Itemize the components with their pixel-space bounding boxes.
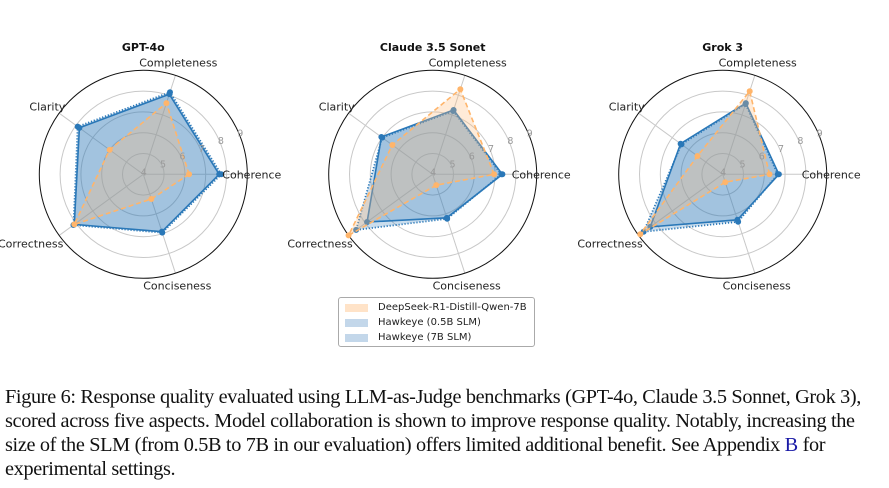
data-point <box>734 216 741 223</box>
data-point <box>491 171 498 178</box>
axis-label: Coherence <box>802 168 861 181</box>
axis-label: Clarity <box>29 100 65 113</box>
axis-label: Completeness <box>429 56 507 69</box>
r-tick-label: 9 <box>817 128 823 139</box>
axis-label: Completeness <box>139 56 217 69</box>
data-point <box>158 228 165 235</box>
axis-label: Coherence <box>222 168 281 181</box>
series-deepseek <box>72 101 191 226</box>
r-tick-label: 7 <box>199 144 205 155</box>
data-point <box>106 146 113 153</box>
caption-text: Figure 6: Response quality evaluated usi… <box>5 386 861 456</box>
data-point <box>166 91 173 98</box>
chart-title: Claude 3.5 Sonet <box>380 41 486 54</box>
axis-label: Conciseness <box>433 279 501 292</box>
legend-label: Hawkeye (0.5B SLM) <box>378 317 481 328</box>
chart-title: GPT-4o <box>122 41 165 54</box>
legend-swatch-hawkeye-7b <box>345 333 368 342</box>
outer-ring <box>38 69 248 279</box>
data-point <box>345 232 352 239</box>
data-point <box>216 171 223 178</box>
r-tick-label: 5 <box>160 160 166 171</box>
data-point <box>637 231 644 238</box>
data-point <box>71 221 78 228</box>
data-point <box>433 182 440 189</box>
r-tick-label: 6 <box>179 152 185 163</box>
axis-spoke <box>432 174 466 274</box>
data-point <box>775 171 782 178</box>
legend-label: DeepSeek-R1-Distill-Qwen-7B <box>378 302 527 313</box>
radar-charts: 4 5 6 7 8 9 Coherence Completeness Clarity Correc… <box>0 41 861 292</box>
caption-text-end: for experimental settings. <box>5 434 826 480</box>
axis-label: Correctness <box>577 237 643 250</box>
axis-label: Conciseness <box>143 279 211 292</box>
data-point <box>457 86 464 93</box>
series-deepseek <box>346 87 496 238</box>
data-point <box>499 171 506 178</box>
r-tick-label: 4 <box>141 167 147 178</box>
data-point <box>378 134 385 141</box>
legend-label: Hawkeye (7B SLM) <box>378 332 472 343</box>
data-point <box>766 171 773 178</box>
axis-label: Correctness <box>287 237 353 250</box>
series-hawkeye-0-5b <box>642 102 779 233</box>
radar-chart-1: 4 5 6 7 8 9 Coherence Completeness Clarity Correc… <box>287 41 571 292</box>
data-point <box>722 179 729 186</box>
legend-swatch-deepseek <box>345 303 368 312</box>
r-tick-label: 4 <box>430 167 436 178</box>
legend: DeepSeek-R1-Distill-Qwen-7B Hawkeye (0.5… <box>338 297 535 347</box>
data-point <box>148 196 155 203</box>
outer-ring <box>328 69 538 279</box>
data-point <box>163 100 170 107</box>
axis-label: Clarity <box>609 100 645 113</box>
outer-ring <box>618 69 828 279</box>
r-tick-label: 5 <box>449 160 455 171</box>
series-deepseek <box>639 89 771 235</box>
r-tick-label: 4 <box>720 167 726 178</box>
data-point <box>677 140 684 147</box>
radar-chart-0: 4 5 6 7 8 9 Coherence Completeness Clarity Correc… <box>0 41 282 292</box>
axis-label: Correctness <box>0 237 64 250</box>
data-point <box>443 214 450 221</box>
axis-spoke <box>348 173 433 236</box>
data-point <box>742 100 749 107</box>
legend-item-hawkeye-7b: Hawkeye (7B SLM) <box>345 330 528 345</box>
figure-caption: Figure 6: Response quality evaluated usi… <box>5 385 885 481</box>
r-tick-label: 9 <box>527 128 533 139</box>
series-hawkeye-7b <box>649 101 780 228</box>
axis-spoke <box>58 112 144 175</box>
axis-label: Completeness <box>719 56 797 69</box>
r-tick-label: 7 <box>488 144 494 155</box>
legend-item-deepseek: DeepSeek-R1-Distill-Qwen-7B <box>345 300 528 315</box>
data-point <box>389 141 396 148</box>
r-tick-label: 8 <box>218 136 224 147</box>
r-tick-label: 5 <box>739 160 745 171</box>
data-point <box>364 218 371 225</box>
legend-swatch-hawkeye-0-5b <box>345 318 368 327</box>
legend-item-hawkeye-0-5b: Hawkeye (0.5B SLM) <box>345 315 528 330</box>
axis-label: Coherence <box>512 168 571 181</box>
r-tick-label: 9 <box>237 128 243 139</box>
axis-label: Conciseness <box>723 279 791 292</box>
chart-title: Grok 3 <box>702 41 743 54</box>
radar-chart-2: 4 5 6 7 8 9 Coherence Completeness Clarity Correc… <box>577 41 861 292</box>
r-tick-label: 6 <box>759 152 765 163</box>
axis-label: Clarity <box>319 100 355 113</box>
r-tick-label: 7 <box>778 144 784 155</box>
data-point <box>353 226 360 233</box>
data-point <box>76 124 83 131</box>
r-tick-label: 8 <box>507 136 513 147</box>
r-tick-label: 8 <box>797 136 803 147</box>
r-tick-label: 6 <box>469 152 475 163</box>
data-point <box>186 171 193 178</box>
data-point <box>450 107 457 114</box>
series-hawkeye-0-5b <box>72 91 223 234</box>
data-point <box>694 152 701 159</box>
data-point <box>746 88 753 95</box>
appendix-link[interactable]: B <box>784 434 799 456</box>
axis-spoke <box>142 174 176 274</box>
series-hawkeye-7b <box>73 93 221 233</box>
